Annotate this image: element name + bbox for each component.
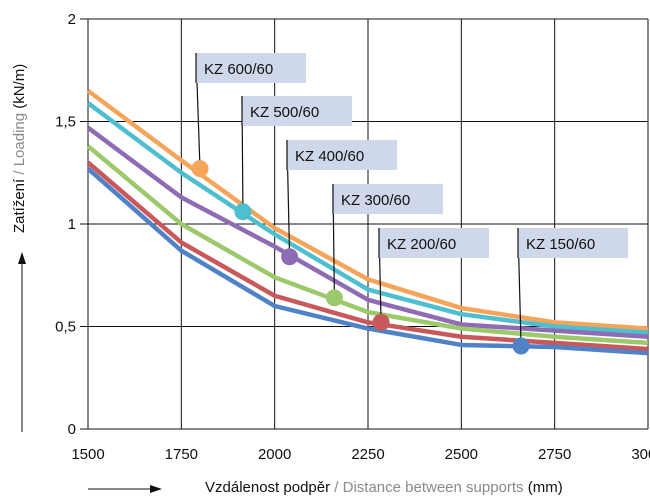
x-axis-arrowhead <box>150 485 162 493</box>
series-line <box>86 88 649 331</box>
series-label: KZ 150/60 <box>526 236 595 253</box>
series-label: KZ 500/60 <box>250 104 319 121</box>
x-tick-label: 2250 <box>351 446 384 463</box>
y-axis-label-unit: (kN/m) <box>11 63 28 109</box>
series-label: KZ 300/60 <box>341 192 410 209</box>
series-lines <box>86 88 649 356</box>
y-axis-label-alt: Loading <box>11 112 28 167</box>
series-label: KZ 400/60 <box>295 148 364 165</box>
series-line <box>86 166 649 356</box>
y-axis-label-main: Zatížení <box>11 178 28 233</box>
x-tick-label: 2500 <box>445 446 478 463</box>
x-tick-label: 1500 <box>71 446 104 463</box>
series-label-box <box>379 228 489 258</box>
series-label-box <box>287 140 397 170</box>
series-labels: KZ 600/60 KZ 500/60 KZ 400/60 KZ 300/60 KZ 2… <box>195 52 628 346</box>
series-label-box <box>242 96 352 126</box>
series-line <box>86 101 649 335</box>
x-axis-label-unit: (mm) <box>527 479 563 496</box>
series-line <box>86 160 649 352</box>
series-label-box <box>196 53 306 83</box>
series-markers <box>191 160 530 355</box>
series-label-box <box>518 228 628 258</box>
grid <box>87 18 649 430</box>
y-axis-label: Zatížení / Loading (kN/m) <box>11 63 28 233</box>
x-axis-label-alt: Distance between supports <box>342 479 524 496</box>
y-axis-arrowhead <box>18 252 26 264</box>
y-tick-label: 1,5 <box>55 114 76 131</box>
x-axis-label-main: Vzdálenost podpěr <box>205 479 331 496</box>
x-tick-label: 2750 <box>538 446 571 463</box>
axes <box>18 18 162 493</box>
series-marker <box>325 289 343 307</box>
series-label: KZ 600/60 <box>204 61 273 78</box>
y-tick-label: 1 <box>68 216 76 233</box>
series-marker <box>512 337 530 355</box>
x-axis-label: Vzdálenost podpěr / Distance between sup… <box>205 479 563 496</box>
y-tick-label: 0,5 <box>55 319 76 336</box>
x-tick-label: 1750 <box>165 446 198 463</box>
series-label-box <box>333 184 443 214</box>
series-marker <box>191 160 209 178</box>
series-marker <box>372 313 390 331</box>
series-line <box>86 144 649 346</box>
series-label: KZ 200/60 <box>387 236 456 253</box>
series-marker <box>281 248 299 266</box>
series-line <box>86 125 649 339</box>
y-tick-label: 2 <box>68 11 76 28</box>
y-tick-label: 0 <box>68 421 76 438</box>
series-marker <box>234 203 252 221</box>
x-tick-label: 2000 <box>258 446 291 463</box>
